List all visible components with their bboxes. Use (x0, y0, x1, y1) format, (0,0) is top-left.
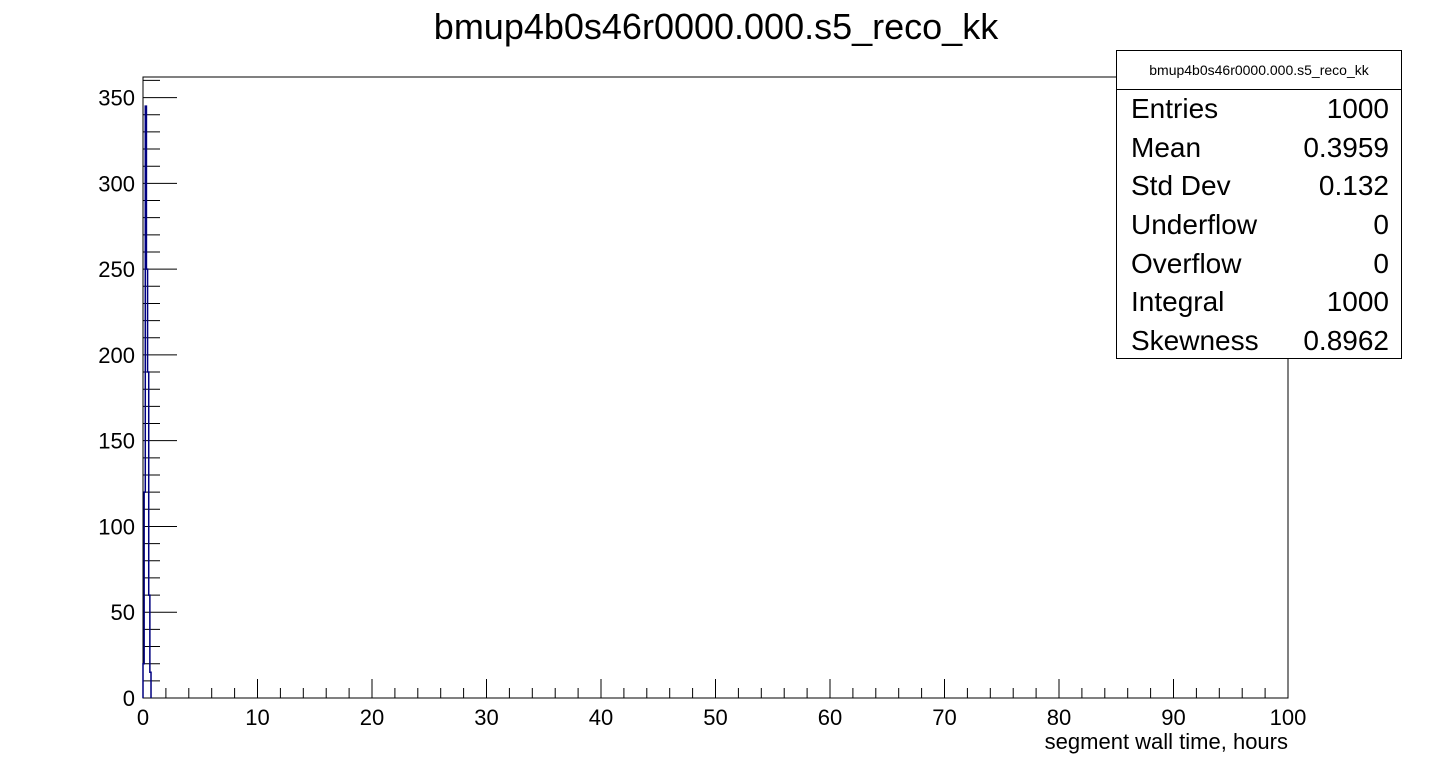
stats-row-std-dev: Std Dev 0.132 (1117, 167, 1401, 206)
x-tick-label: 20 (360, 705, 384, 730)
y-tick-label: 150 (98, 429, 135, 454)
chart-title: bmup4b0s46r0000.000.s5_reco_kk (433, 6, 999, 47)
stats-row-entries: Entries 1000 (1117, 90, 1401, 129)
x-tick-label: 30 (474, 705, 498, 730)
stats-rows: Entries 1000 Mean 0.3959 Std Dev 0.132 Underfl… (1117, 90, 1401, 361)
y-tick-label: 200 (98, 343, 135, 368)
y-tick-label: 250 (98, 257, 135, 282)
y-tick-label: 350 (98, 86, 135, 111)
x-tick-label: 90 (1161, 705, 1185, 730)
stats-label: Overflow (1131, 247, 1242, 279)
stats-row-integral: Integral 1000 (1117, 283, 1401, 322)
x-tick-label: 50 (703, 705, 727, 730)
stats-label: Entries (1131, 93, 1219, 124)
y-tick-label: 100 (98, 514, 135, 539)
stats-box: bmup4b0s46r0000.000.s5_reco_kk Entries 10… (1116, 50, 1402, 359)
x-tick-label: 80 (1047, 705, 1071, 730)
y-tick-label: 0 (123, 686, 135, 711)
stats-label: Skewness (1131, 325, 1259, 357)
stats-row-mean: Mean 0.3959 (1117, 129, 1401, 168)
stats-value: 0.3959 (1303, 131, 1389, 163)
x-tick-label: 100 (1270, 705, 1307, 730)
stats-label: Mean (1131, 131, 1202, 163)
stats-value: 0.132 (1318, 170, 1389, 202)
x-tick-label: 60 (818, 705, 842, 730)
stats-value: 1000 (1326, 286, 1389, 318)
stats-label: Std Dev (1131, 170, 1231, 202)
y-tick-label: 300 (98, 171, 135, 196)
stats-value: 0.8962 (1303, 325, 1389, 357)
x-tick-label: 70 (932, 705, 956, 730)
stats-row-skewness: Skewness 0.8962 (1117, 322, 1401, 361)
y-tick-label: 50 (111, 600, 135, 625)
histogram-outline (142, 105, 152, 698)
stats-label: Underflow (1131, 209, 1258, 241)
stats-label: Integral (1131, 286, 1225, 318)
stats-value: 0 (1373, 209, 1389, 241)
stats-title: bmup4b0s46r0000.000.s5_reco_kk (1117, 51, 1401, 90)
x-axis-label: segment wall time, hours (1045, 729, 1288, 754)
stats-value: 0 (1373, 247, 1389, 279)
x-tick-label: 40 (589, 705, 613, 730)
x-tick-label: 0 (137, 705, 149, 730)
stats-row-overflow: Overflow 0 (1117, 245, 1401, 284)
x-tick-label: 10 (245, 705, 269, 730)
stats-value: 1000 (1326, 93, 1389, 124)
stats-row-underflow: Underflow 0 (1117, 206, 1401, 245)
